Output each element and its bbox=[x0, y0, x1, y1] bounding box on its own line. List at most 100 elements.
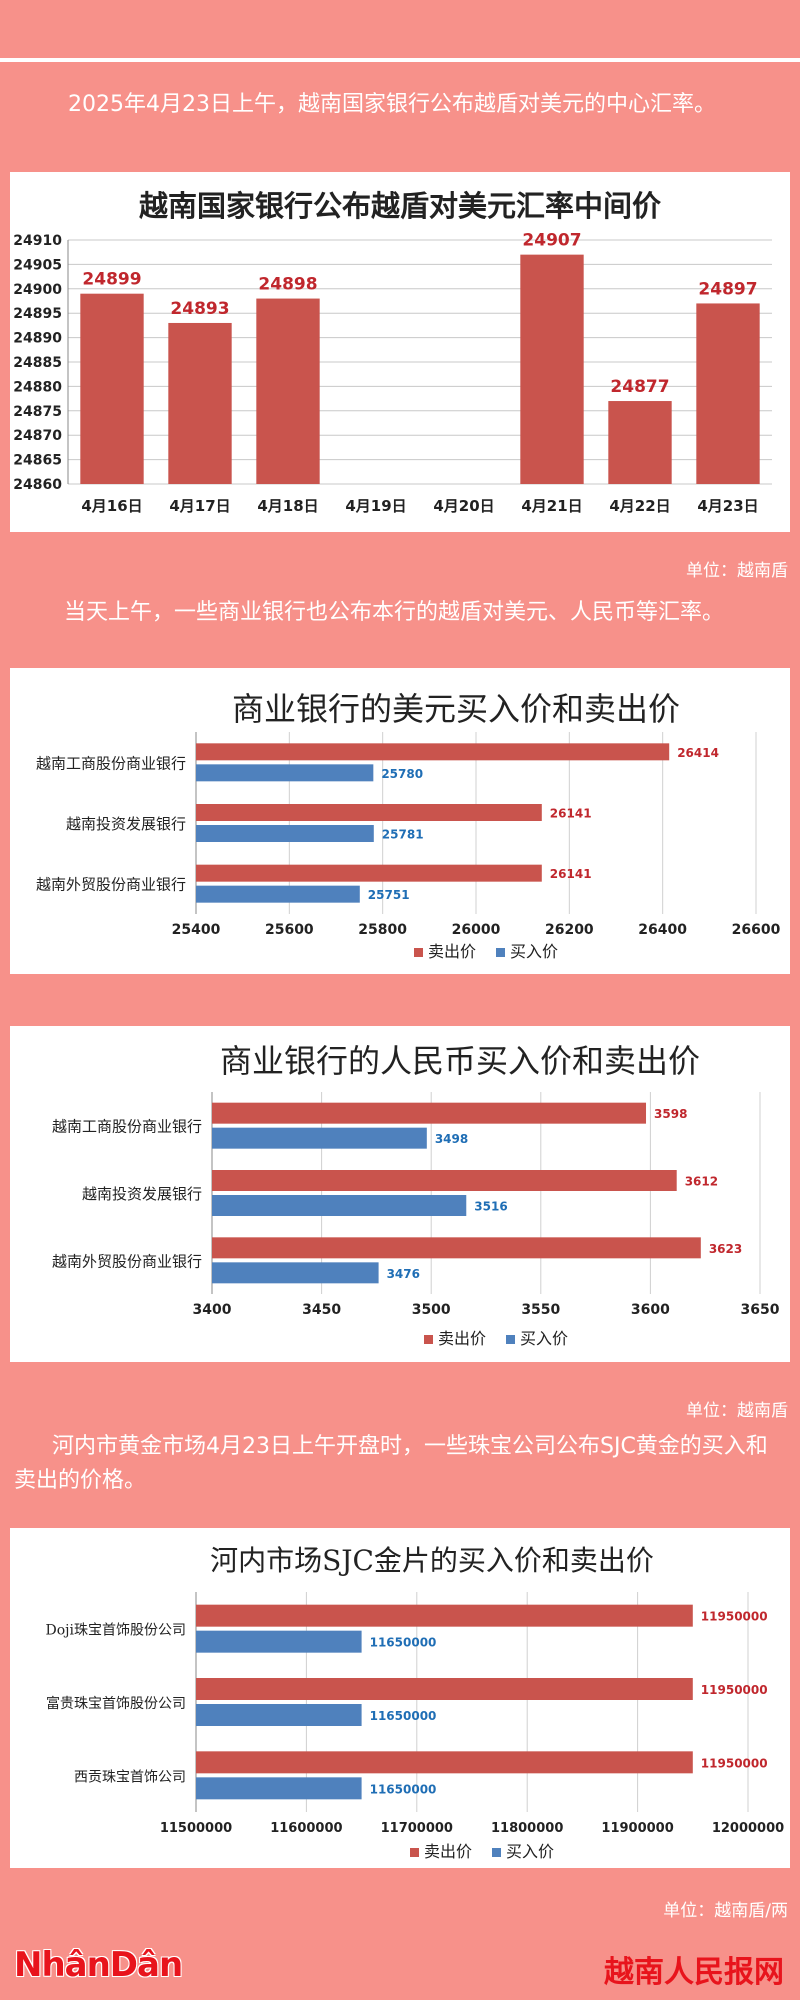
bar bbox=[696, 303, 760, 484]
sell-bar bbox=[196, 1678, 693, 1700]
intro-text-3: 河内市黄金市场4月23日上午开盘时，一些珠宝公司公布SJC黄金的买入和卖出的价格… bbox=[14, 1434, 768, 1493]
bar bbox=[168, 322, 232, 484]
y-tick-label: 24900 bbox=[13, 282, 62, 298]
top-divider bbox=[0, 58, 800, 62]
intro-paragraph-3: 河内市黄金市场4月23日上午开盘时，一些珠宝公司公布SJC黄金的买入和卖出的价格… bbox=[14, 1430, 786, 1498]
category-label: 富贵珠宝首饰股份公司 bbox=[46, 1695, 186, 1712]
category-label: 越南工商股份商业银行 bbox=[52, 1118, 202, 1136]
x-tick-label: 3500 bbox=[412, 1302, 451, 1318]
y-tick-label: 24870 bbox=[13, 428, 62, 444]
buy-bar bbox=[196, 1777, 362, 1800]
y-tick-label: 24910 bbox=[13, 233, 62, 249]
data-label: 24877 bbox=[610, 377, 669, 397]
sell-bar bbox=[212, 1102, 647, 1124]
y-tick-label: 24880 bbox=[13, 379, 62, 395]
data-label: 11950000 bbox=[701, 1610, 768, 1624]
chart-card-central-rate: 越南国家银行公布越盾对美元汇率中间价 24860 24865 24870 24875 24… bbox=[10, 172, 790, 532]
chart-title: 河内市场SJC金片的买入价和卖出价 bbox=[210, 1544, 654, 1577]
x-tick-label: 3450 bbox=[302, 1302, 341, 1318]
sell-bar bbox=[196, 864, 542, 882]
buy-bar bbox=[212, 1262, 379, 1284]
bar bbox=[520, 254, 584, 484]
x-tick-label: 11600000 bbox=[270, 1821, 342, 1836]
nhandan-logo: NhânDân bbox=[14, 1945, 183, 1985]
data-label: 3498 bbox=[435, 1132, 468, 1146]
category-label: 越南外贸股份商业银行 bbox=[36, 876, 186, 894]
legend-label: 卖出价 bbox=[424, 1842, 472, 1861]
data-label: 3516 bbox=[474, 1200, 507, 1214]
legend-label: 买入价 bbox=[520, 1329, 568, 1348]
chart-title: 越南国家银行公布越盾对美元汇率中间价 bbox=[139, 189, 662, 223]
y-tick-label: 24905 bbox=[13, 257, 62, 273]
data-label: 25780 bbox=[381, 767, 423, 781]
y-tick-label: 24885 bbox=[13, 355, 62, 371]
data-label: 26141 bbox=[550, 807, 592, 821]
site-name: 越南人民报网 bbox=[604, 1955, 784, 1990]
data-label: 3476 bbox=[387, 1267, 420, 1281]
x-tick-label: 4月16日 bbox=[81, 497, 142, 515]
category-label: 越南工商股份商业银行 bbox=[36, 754, 186, 772]
category-label: 越南投资发展银行 bbox=[82, 1185, 202, 1203]
buy-bar bbox=[196, 1630, 362, 1653]
data-label: 11650000 bbox=[370, 1782, 437, 1796]
unit-label-3: 单位：越南盾/两 bbox=[663, 1901, 788, 1921]
y-tick-label: 24890 bbox=[13, 331, 62, 347]
buy-bar bbox=[212, 1127, 427, 1149]
cny-rate-chart: 商业银行的人民币买入价和卖出价 3400 3450 3500 3550 3600 3650 越… bbox=[52, 1042, 780, 1348]
data-label: 24897 bbox=[698, 279, 757, 299]
x-tick-label: 25600 bbox=[265, 922, 314, 938]
y-tick-label: 24860 bbox=[13, 477, 62, 493]
chart-title: 商业银行的人民币买入价和卖出价 bbox=[220, 1042, 700, 1080]
data-label: 24898 bbox=[258, 275, 317, 295]
gold-price-chart: 河内市场SJC金片的买入价和卖出价 11500000 11600000 1170000… bbox=[46, 1544, 785, 1861]
legend-swatch bbox=[414, 948, 423, 957]
x-tick-label: 25800 bbox=[358, 922, 407, 938]
sell-bar bbox=[196, 743, 670, 761]
x-tick-label: 3400 bbox=[193, 1302, 232, 1318]
legend-swatch bbox=[496, 948, 505, 957]
legend-label: 买入价 bbox=[506, 1842, 554, 1861]
data-label: 25781 bbox=[382, 828, 424, 842]
x-tick-label: 26400 bbox=[638, 922, 687, 938]
x-tick-label: 4月22日 bbox=[609, 497, 670, 515]
x-tick-label: 26600 bbox=[732, 922, 781, 938]
legend-label: 卖出价 bbox=[438, 1329, 486, 1348]
legend-swatch bbox=[424, 1335, 433, 1344]
x-tick-label: 11800000 bbox=[491, 1821, 563, 1836]
buy-bar bbox=[196, 1704, 362, 1726]
x-tick-label: 26000 bbox=[452, 922, 501, 938]
buy-bar bbox=[196, 764, 374, 782]
data-label: 11950000 bbox=[701, 1683, 768, 1697]
sell-bar bbox=[212, 1170, 677, 1191]
buy-bar bbox=[212, 1195, 467, 1216]
data-label: 11650000 bbox=[370, 1636, 437, 1650]
data-label: 26414 bbox=[677, 746, 719, 760]
x-tick-label: 26200 bbox=[545, 922, 594, 938]
category-label: 越南外贸股份商业银行 bbox=[52, 1252, 202, 1270]
x-tick-label: 4月20日 bbox=[433, 497, 494, 515]
central-rate-chart: 越南国家银行公布越盾对美元汇率中间价 24860 24865 24870 24875 24… bbox=[13, 189, 772, 515]
legend-swatch bbox=[410, 1848, 419, 1857]
category-label: 越南投资发展银行 bbox=[66, 815, 186, 833]
legend-label: 卖出价 bbox=[428, 942, 476, 961]
unit-label-1: 单位：越南盾 bbox=[686, 561, 788, 581]
x-tick-label: 3550 bbox=[521, 1302, 560, 1318]
y-tick-label: 24865 bbox=[13, 453, 62, 469]
legend-swatch bbox=[506, 1335, 515, 1344]
sell-bar bbox=[212, 1237, 701, 1259]
data-label: 26141 bbox=[550, 867, 592, 881]
category-label: Doji珠宝首饰股份公司 bbox=[46, 1623, 186, 1639]
bar bbox=[80, 293, 144, 484]
x-tick-label: 12000000 bbox=[712, 1821, 784, 1836]
bar bbox=[256, 298, 320, 484]
data-label: 3598 bbox=[654, 1107, 687, 1121]
data-label: 24907 bbox=[522, 231, 581, 251]
x-tick-label: 11700000 bbox=[381, 1821, 453, 1836]
chart-card-gold: 河内市场SJC金片的买入价和卖出价 11500000 11600000 1170000… bbox=[10, 1528, 790, 1868]
data-label: 25751 bbox=[368, 888, 410, 902]
x-tick-label: 25400 bbox=[172, 922, 221, 938]
data-label: 11950000 bbox=[701, 1756, 768, 1770]
legend-label: 买入价 bbox=[510, 942, 558, 961]
chart-card-usd: 商业银行的美元买入价和卖出价 25400 25600 25800 26000 26200 2… bbox=[10, 668, 790, 974]
unit-label-2: 单位：越南盾 bbox=[686, 1401, 788, 1421]
